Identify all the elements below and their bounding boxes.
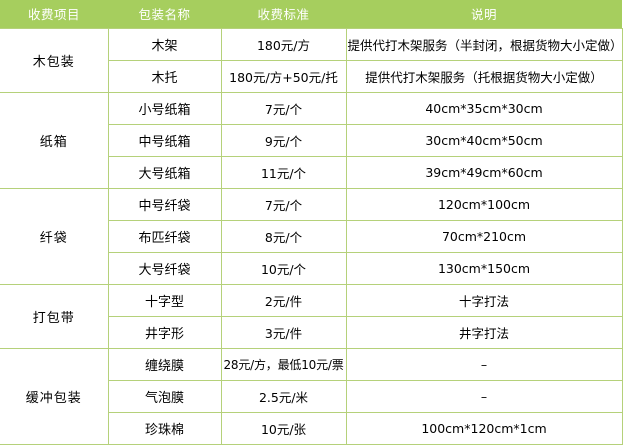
- description-cell: 70cm*210cm: [345, 219, 623, 253]
- description-cell: 提供代打木架服务（半封闭，根据货物大小定做）: [345, 27, 623, 61]
- package-name-cell: 木架: [107, 27, 222, 61]
- price-cell: 8元/个: [220, 219, 347, 253]
- table-row: 打包带 十字型 2元/件 十字打法: [0, 283, 623, 349]
- price-cell: 180元/方: [220, 27, 347, 61]
- price-cell: 2元/件: [220, 283, 347, 317]
- package-name-cell: 大号纤袋: [107, 251, 222, 285]
- column-header-package-name: 包装名称: [138, 7, 191, 23]
- price-cell: 9元/个: [220, 123, 347, 157]
- description-cell: 30cm*40cm*50cm: [345, 123, 623, 157]
- table-row: 纤袋 中号纤袋 7元/个 120cm*100cm: [0, 187, 623, 285]
- table-header: 收费项目 包装名称 收费标准 说明: [0, 0, 622, 28]
- column-header-item: 收费项目: [27, 7, 80, 23]
- table-row: 木托 180元/方+50元/托 提供代打木架服务（托根据货物大小定做）: [0, 59, 623, 93]
- package-name-cell: 十字型: [107, 283, 222, 317]
- description-cell: 100cm*120cm*1cm: [345, 411, 623, 445]
- group-label-cell: 打包带: [0, 283, 109, 349]
- package-name-cell: 大号纸箱: [107, 155, 222, 189]
- description-cell: 井字打法: [345, 315, 623, 349]
- package-name-cell: 中号纤袋: [107, 187, 222, 221]
- table-row: 纸箱 小号纸箱 7元/个 40cm*35cm*30cm: [0, 91, 623, 189]
- price-cell: 7元/个: [220, 187, 347, 221]
- description-cell: 十字打法: [345, 283, 623, 317]
- package-name-cell: 小号纸箱: [107, 91, 222, 125]
- description-cell: –: [345, 379, 623, 413]
- group-label-cell: 木包装: [0, 27, 109, 93]
- table-row: 井字形 3元/件 井字打法: [0, 315, 623, 349]
- table-body: 木包装 木架 180元/方 提供代打木架服务（半封闭，根据货物大小定做） 木托 180元/…: [0, 27, 623, 445]
- price-cell: 11元/个: [220, 155, 347, 189]
- price-cell: 180元/方+50元/托: [220, 59, 347, 93]
- price-cell: 2.5元/米: [220, 379, 347, 413]
- table-row: 气泡膜 2.5元/米 –: [0, 379, 623, 413]
- column-header-description: 说明: [470, 7, 497, 23]
- description-cell: 39cm*49cm*60cm: [345, 155, 623, 189]
- description-cell: –: [345, 347, 623, 381]
- table-row: 缓冲包装 缠绕膜 28元/方，最低10元/票 –: [0, 347, 623, 445]
- description-cell: 提供代打木架服务（托根据货物大小定做）: [345, 59, 623, 93]
- price-cell: 10元/张: [220, 411, 347, 445]
- package-name-cell: 缠绕膜: [107, 347, 222, 381]
- price-cell: 28元/方，最低10元/票: [220, 347, 347, 381]
- package-name-cell: 布匹纤袋: [107, 219, 222, 253]
- table-row: 布匹纤袋 8元/个 70cm*210cm: [0, 219, 623, 253]
- package-name-cell: 木托: [107, 59, 222, 93]
- description-cell: 120cm*100cm: [345, 187, 623, 221]
- table-row: 中号纸箱 9元/个 30cm*40cm*50cm: [0, 123, 623, 157]
- table-row: 大号纤袋 10元/个 130cm*150cm: [0, 251, 623, 285]
- table-row: 木包装 木架 180元/方 提供代打木架服务（半封闭，根据货物大小定做）: [0, 27, 623, 93]
- group-label-cell: 纤袋: [0, 187, 109, 285]
- description-cell: 40cm*35cm*30cm: [345, 91, 623, 125]
- package-name-cell: 珍珠棉: [107, 411, 222, 445]
- package-name-cell: 气泡膜: [107, 379, 222, 413]
- header-row: 收费项目 包装名称 收费标准 说明: [0, 0, 622, 28]
- price-cell: 3元/件: [220, 315, 347, 349]
- column-header-price-standard: 收费标准: [257, 7, 310, 23]
- price-cell: 7元/个: [220, 91, 347, 125]
- group-label-cell: 纸箱: [0, 91, 109, 189]
- table-row: 大号纸箱 11元/个 39cm*49cm*60cm: [0, 155, 623, 189]
- package-name-cell: 井字形: [107, 315, 222, 349]
- description-cell: 130cm*150cm: [345, 251, 623, 285]
- group-label-cell: 缓冲包装: [0, 347, 109, 445]
- price-cell: 10元/个: [220, 251, 347, 285]
- package-name-cell: 中号纸箱: [107, 123, 222, 157]
